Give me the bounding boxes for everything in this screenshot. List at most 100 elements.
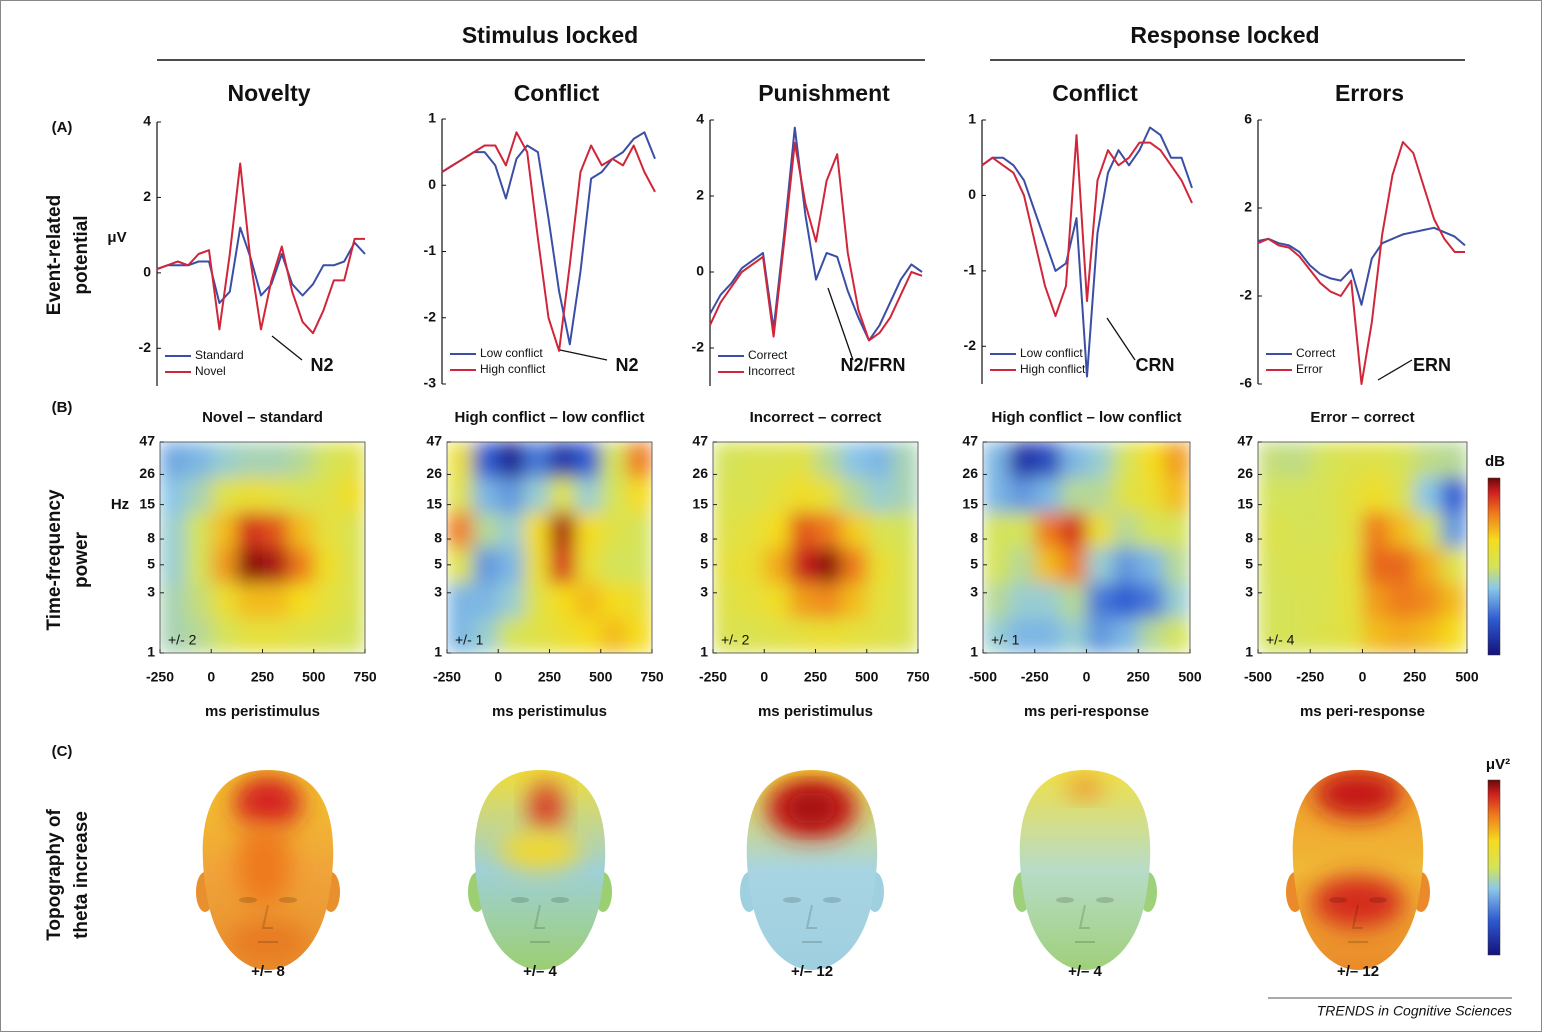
colorbar [1487,779,1501,956]
heat-cell [1060,547,1087,584]
heat-cell [288,512,315,548]
heat-cell [738,477,765,513]
heat-cell [789,547,816,584]
scale-label: +/– 4 [523,963,557,980]
heatmap [1258,442,1467,653]
heat-cell [339,442,365,478]
heat-cell [498,512,525,548]
head [1019,770,1151,970]
x-tick-label: 500 [302,669,326,685]
heat-cell [1284,512,1311,548]
head-spots [1067,778,1103,798]
heat-cell [549,617,576,653]
x-tick-label: 250 [804,669,828,685]
heat-cell [1258,512,1285,548]
heat-cell [185,582,212,619]
heatmap [160,442,365,653]
heat-cell [549,512,576,548]
eye [239,897,257,903]
heat-cell [1362,477,1390,513]
heat-cell [185,617,212,653]
heat-cell [626,582,652,619]
x-axis-label: ms peristimulus [205,703,320,720]
colorbar-label: dB [1485,453,1505,470]
heat-cell [713,512,740,548]
y-tick-label: 1 [147,644,155,660]
x-tick-label: 250 [538,669,562,685]
chart-title: Errors [1335,80,1404,106]
hot-spot [530,782,562,834]
y-tick-label: -2 [1240,287,1253,303]
y-tick-label: -2 [139,339,152,355]
legend-label: Error [1296,362,1323,376]
y-tick-label: 3 [434,583,442,599]
heat-cell [1112,442,1139,478]
heat-cell [1388,512,1416,548]
y-tick-label: -1 [424,242,437,258]
heat-cell [892,582,918,619]
heat-cell [472,617,499,653]
heat-cell [288,617,315,653]
heat-cell [211,582,238,619]
y-tick-label: 5 [1245,556,1253,572]
heat-cell [185,547,212,584]
heat-cell [160,582,187,619]
y-tick-label: 5 [434,556,442,572]
heat-cell [600,547,627,584]
heat-cell [236,512,263,548]
x-tick-label: -250 [1296,669,1324,685]
erp-line [1257,141,1465,385]
heat-cell [1414,547,1442,584]
heat-cell [1336,547,1363,584]
heat-cell [498,582,525,619]
x-tick-label: 750 [353,669,377,685]
heat-cell [211,617,238,653]
annotation: N2 [615,355,638,375]
heat-cell [626,617,652,653]
heat-cell [1164,477,1190,513]
color-scale-label: +/- 1 [991,632,1020,648]
heat-cell [1310,477,1337,513]
chart-title: Conflict [1052,80,1138,106]
y-tick-label: 47 [692,433,708,449]
nose [805,904,817,929]
eye [783,897,801,903]
heat-cell [713,582,740,619]
heat-cell [1440,477,1467,513]
heat-cell [738,512,765,548]
panel-letter: (A) [52,119,73,136]
x-tick-label: 0 [494,669,502,685]
chart-title: Conflict [514,80,600,106]
heat-cell [160,547,187,584]
heat-cell [1086,582,1113,619]
x-axis-label: ms peristimulus [758,703,873,720]
heat-cell [262,512,289,548]
heat-cell [789,582,816,619]
heat-cell [1414,512,1442,548]
heat-cell [185,442,212,478]
y-tick-label: 47 [139,433,155,449]
heat-cell [600,617,627,653]
heat-cell [1336,442,1363,478]
heat-cell [892,442,918,478]
heat-cell [626,442,652,478]
y-tick-label: -2 [424,308,437,324]
y-tick-label: -6 [1240,375,1253,391]
annotation: ERN [1413,355,1451,375]
heat-cell [472,547,499,584]
y-tick-label: 26 [426,465,442,481]
hot-spot [228,920,308,964]
heat-cell [211,547,238,584]
heat-cell [313,617,340,653]
y-tick-label: 5 [970,556,978,572]
heat-cell [1362,512,1390,548]
heat-cell [1034,442,1062,478]
x-tick-label: 250 [251,669,275,685]
heat-cell [1034,547,1062,584]
erp-line [441,131,656,346]
y-tick-label: 8 [147,530,155,546]
heat-cell [523,512,550,548]
heatmap-cells [447,442,652,653]
x-tick-label: -250 [699,669,727,685]
y-tick-label: 4 [696,111,704,127]
